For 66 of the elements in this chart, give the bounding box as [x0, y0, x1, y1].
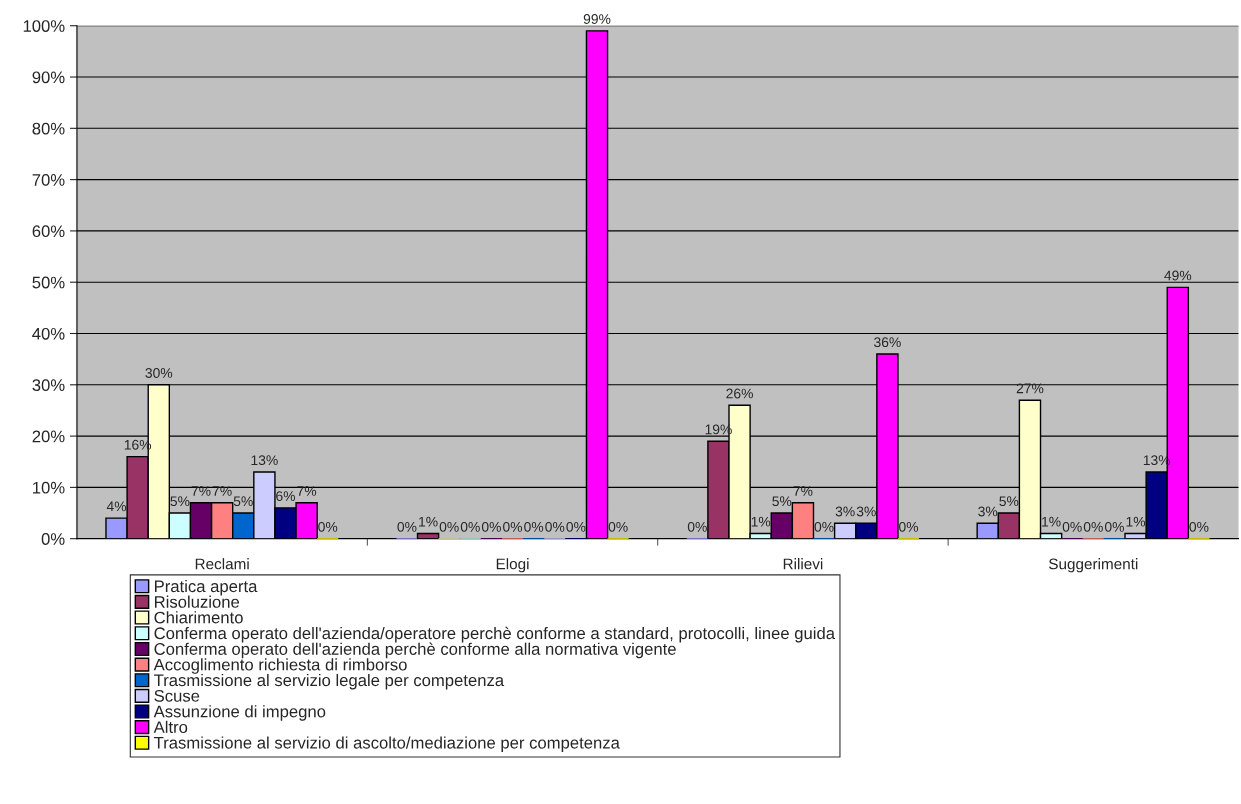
data-label: 7%: [793, 486, 813, 496]
legend-label: Conferma operato dell'azienda perchè conforme alla normativa vigente: [154, 642, 676, 659]
data-label: 5%: [772, 496, 792, 507]
y-tick-label: 20%: [32, 430, 65, 443]
y-tick-label: 40%: [32, 327, 65, 340]
x-tick-label: Suggerimenti: [1049, 558, 1138, 573]
data-label: 0%: [608, 521, 628, 532]
data-label: 5%: [233, 496, 253, 507]
data-label: 0%: [318, 521, 338, 532]
legend-label: Chiarimento: [154, 611, 243, 624]
y-tick-label: 0%: [41, 533, 65, 545]
data-label: 0%: [687, 521, 707, 532]
y-tick-label: 70%: [32, 174, 65, 186]
data-label: 0%: [899, 521, 919, 532]
y-tick-label: 30%: [32, 379, 65, 391]
legend-label: Altro: [153, 720, 188, 734]
data-label: 0%: [566, 521, 586, 532]
data-label: 0%: [503, 521, 523, 532]
data-label: 3%: [835, 506, 855, 517]
data-label: 0%: [814, 521, 834, 532]
x-tick-label: Reclami: [195, 558, 249, 570]
y-tick-label: 60%: [32, 225, 65, 238]
data-label: 36%: [874, 337, 901, 348]
data-label: 0%: [460, 521, 480, 532]
data-label: 4%: [106, 501, 127, 512]
data-label: 5%: [170, 496, 190, 507]
data-label: 0%: [1104, 521, 1124, 532]
x-tick-label: Elogi: [496, 558, 529, 573]
data-label: 27%: [1016, 383, 1044, 394]
data-label: 0%: [439, 521, 459, 532]
data-label: 3%: [978, 506, 998, 517]
data-label: 0%: [397, 521, 417, 532]
data-label: 1%: [419, 516, 438, 527]
y-tick-label: 10%: [33, 481, 65, 494]
data-label: 0%: [1189, 521, 1209, 532]
data-label: 0%: [524, 521, 544, 532]
data-label: 30%: [145, 368, 173, 378]
legend-label: Trasmissione al servizio di ascolto/mediazione per competenza: [154, 736, 620, 752]
legend-label: Trasmissione al servizio legale per competenza: [154, 673, 505, 690]
y-tick-label: 100%: [23, 20, 65, 32]
legend-label: Pratica aperta: [155, 579, 258, 596]
data-label: 26%: [726, 388, 753, 399]
data-label: 6%: [276, 491, 296, 501]
data-label: 3%: [856, 506, 876, 517]
legend-label: Conferma operato dell'azienda/operatore perchè conforme a standard, protocolli, linee guida: [154, 626, 836, 643]
y-tick-label: 50%: [32, 276, 65, 289]
legend-label: Scuse: [154, 689, 200, 702]
data-label: 7%: [297, 486, 317, 496]
data-label: 1%: [1126, 516, 1146, 527]
data-label: 0%: [545, 521, 565, 532]
x-tick-label: Rilievi: [783, 558, 823, 570]
legend-label: Assunzione di impegno: [153, 705, 326, 721]
data-label: 0%: [1062, 521, 1082, 532]
y-tick-label: 90%: [32, 71, 65, 84]
data-label: 7%: [191, 486, 211, 496]
legend-label: Risoluzione: [155, 595, 240, 608]
data-label: 5%: [999, 496, 1019, 507]
data-label: 1%: [1042, 516, 1061, 527]
data-label: 7%: [212, 486, 232, 496]
data-label: 49%: [1164, 270, 1192, 281]
data-label: 99%: [583, 14, 611, 24]
legend-label: Accoglimento richiesta di rimborso: [153, 658, 407, 674]
y-tick-label: 80%: [32, 122, 65, 135]
data-label: 13%: [251, 455, 278, 466]
data-label: 0%: [481, 521, 501, 532]
data-label: 0%: [1083, 521, 1103, 532]
